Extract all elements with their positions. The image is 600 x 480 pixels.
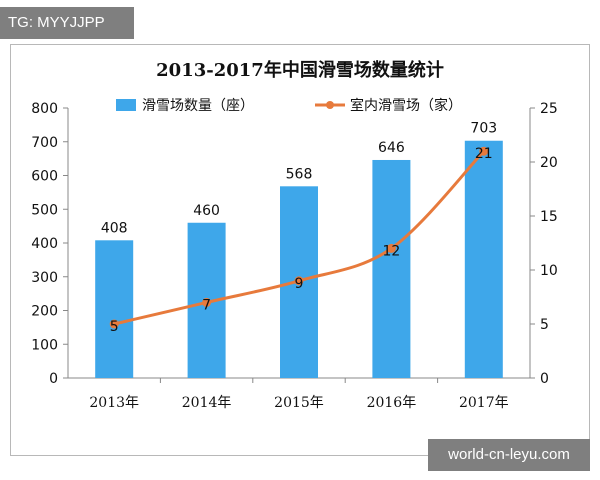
line-series-group bbox=[109, 146, 489, 329]
line-point bbox=[386, 243, 396, 253]
legend-line-label: 室内滑雪场（家） bbox=[350, 97, 462, 114]
x-tick-label: 2017年 bbox=[459, 395, 509, 411]
chart-title: 2013-2017年中国滑雪场数量统计 bbox=[156, 59, 444, 81]
bar bbox=[464, 140, 503, 378]
bar bbox=[95, 240, 134, 378]
line-data-label: 5 bbox=[110, 319, 119, 335]
line-point bbox=[479, 146, 489, 156]
x-tick-label: 2014年 bbox=[182, 395, 232, 411]
legend-line-marker bbox=[326, 101, 334, 109]
chart-legend: 滑雪场数量（座） 室内滑雪场（家） bbox=[116, 97, 462, 114]
line-point bbox=[109, 319, 119, 329]
left-tick-label: 400 bbox=[31, 236, 58, 252]
bar-data-label: 646 bbox=[378, 140, 405, 156]
bar-data-label: 568 bbox=[286, 166, 313, 182]
bar-data-label: 703 bbox=[470, 121, 497, 137]
left-tick-label: 200 bbox=[31, 304, 58, 320]
line-labels-group: 5 7 9 12 21 bbox=[110, 146, 493, 335]
bars-group bbox=[95, 140, 503, 378]
bar-data-label: 460 bbox=[193, 203, 220, 219]
line-data-label: 21 bbox=[475, 146, 493, 162]
x-tick-label: 2015年 bbox=[274, 395, 324, 411]
right-tick-label: 20 bbox=[540, 155, 558, 171]
line-data-label: 12 bbox=[382, 243, 400, 259]
right-tick-label: 0 bbox=[540, 371, 549, 387]
legend-bar-label: 滑雪场数量（座） bbox=[142, 97, 254, 114]
top-watermark-tag: TG: MYYJJPP bbox=[0, 7, 134, 39]
bar-data-label: 408 bbox=[101, 220, 128, 236]
bottom-watermark-tag: world-cn-leyu.com bbox=[428, 439, 590, 471]
left-tick-label: 700 bbox=[31, 135, 58, 151]
line-data-label: 7 bbox=[202, 297, 211, 313]
x-tick-label: 2016年 bbox=[367, 395, 417, 411]
bar bbox=[372, 159, 411, 378]
x-tick-label: 2013年 bbox=[89, 395, 139, 411]
right-tick-label: 15 bbox=[540, 209, 558, 225]
line-point bbox=[202, 297, 212, 307]
right-tick-label: 10 bbox=[540, 263, 558, 279]
legend-bar-swatch bbox=[116, 99, 136, 111]
line-point bbox=[294, 276, 304, 286]
left-tick-label: 600 bbox=[31, 169, 58, 185]
line-data-label: 9 bbox=[295, 276, 304, 292]
left-tick-label: 300 bbox=[31, 270, 58, 286]
left-tick-label: 0 bbox=[49, 371, 58, 387]
right-tick-label: 25 bbox=[540, 101, 558, 117]
right-tick-label: 5 bbox=[540, 317, 549, 333]
left-tick-label: 800 bbox=[31, 101, 58, 117]
left-tick-label: 100 bbox=[31, 337, 58, 353]
bar-labels-group: 408 460 568 646 703 bbox=[101, 121, 497, 237]
left-tick-label: 500 bbox=[31, 202, 58, 218]
